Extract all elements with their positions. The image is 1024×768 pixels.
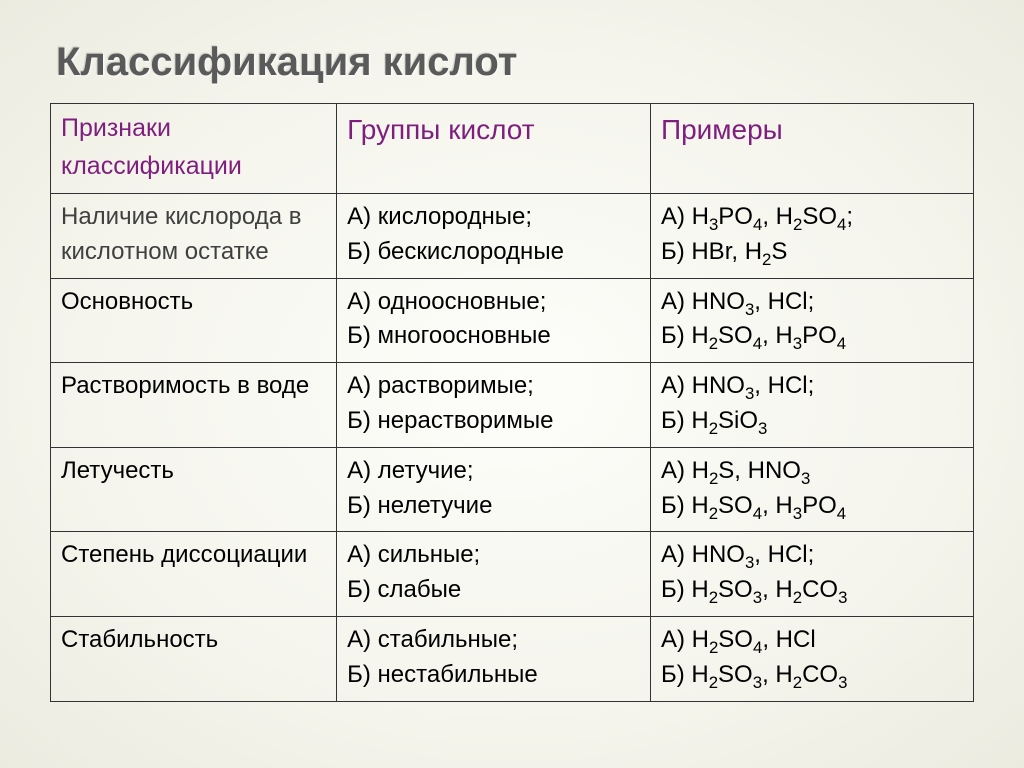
groups-cell: А) кислородные; Б) бескислородные xyxy=(337,194,651,279)
example-b: Б) H2SO4, H3PO4 xyxy=(661,319,963,354)
table-row: Основность А) одноосновные; Б) многоосно… xyxy=(51,278,974,363)
criteria-cell: Летучесть xyxy=(51,447,337,532)
example-a: А) H2SO4, HCl xyxy=(661,623,963,658)
example-a: А) HNO3, HCl; xyxy=(661,285,963,320)
table-header-row: Признаки классификации Группы кислот При… xyxy=(51,104,974,194)
group-b: Б) слабые xyxy=(347,573,640,608)
group-b: Б) бескислородные xyxy=(347,235,640,270)
group-a: А) летучие; xyxy=(347,454,640,489)
examples-cell: А) HNO3, HCl; Б) H2SiO3 xyxy=(650,363,973,448)
table-row: Стабильность А) стабильные; Б) нестабиль… xyxy=(51,616,974,701)
examples-cell: А) HNO3, HCl; Б) H2SO3, H2CO3 xyxy=(650,532,973,617)
example-a: А) H2S, HNO3 xyxy=(661,454,963,489)
table-row: Степень диссоциации А) сильные; Б) слабы… xyxy=(51,532,974,617)
example-b: Б) HBr, H2S xyxy=(661,235,963,270)
examples-cell: А) H2SO4, HCl Б) H2SO3, H2CO3 xyxy=(650,616,973,701)
header-criteria: Признаки классификации xyxy=(51,104,337,194)
criteria-cell: Основность xyxy=(51,278,337,363)
example-a: А) HNO3, HCl; xyxy=(661,538,963,573)
criteria-cell: Растворимость в воде xyxy=(51,363,337,448)
group-a: А) растворимые; xyxy=(347,369,640,404)
group-a: А) стабильные; xyxy=(347,623,640,658)
group-a: А) одноосновные; xyxy=(347,285,640,320)
groups-cell: А) сильные; Б) слабые xyxy=(337,532,651,617)
examples-cell: А) H2S, HNO3 Б) H2SO4, H3PO4 xyxy=(650,447,973,532)
example-b: Б) H2SO3, H2CO3 xyxy=(661,573,963,608)
header-groups: Группы кислот xyxy=(337,104,651,194)
group-a: А) кислородные; xyxy=(347,200,640,235)
group-b: Б) нестабильные xyxy=(347,658,640,693)
example-a: А) HNO3, HCl; xyxy=(661,369,963,404)
groups-cell: А) одноосновные; Б) многоосновные xyxy=(337,278,651,363)
table-row: Летучесть А) летучие; Б) нелетучие А) H2… xyxy=(51,447,974,532)
slide-title: Классификация кислот xyxy=(50,40,974,85)
group-b: Б) нелетучие xyxy=(347,489,640,524)
header-examples: Примеры xyxy=(650,104,973,194)
group-b: Б) нерастворимые xyxy=(347,404,640,439)
table-row: Наличие кислорода в кислотном остатке А)… xyxy=(51,194,974,279)
example-b: Б) H2SO3, H2CO3 xyxy=(661,658,963,693)
groups-cell: А) летучие; Б) нелетучие xyxy=(337,447,651,532)
examples-cell: А) HNO3, HCl; Б) H2SO4, H3PO4 xyxy=(650,278,973,363)
table-row: Растворимость в воде А) растворимые; Б) … xyxy=(51,363,974,448)
example-a: А) H3PO4, H2SO4; xyxy=(661,200,963,235)
example-b: Б) H2SiO3 xyxy=(661,404,963,439)
criteria-cell: Стабильность xyxy=(51,616,337,701)
examples-cell: А) H3PO4, H2SO4; Б) HBr, H2S xyxy=(650,194,973,279)
example-b: Б) H2SO4, H3PO4 xyxy=(661,489,963,524)
group-b: Б) многоосновные xyxy=(347,319,640,354)
classification-table: Признаки классификации Группы кислот При… xyxy=(50,103,974,702)
criteria-cell: Наличие кислорода в кислотном остатке xyxy=(51,194,337,279)
groups-cell: А) стабильные; Б) нестабильные xyxy=(337,616,651,701)
criteria-cell: Степень диссоциации xyxy=(51,532,337,617)
groups-cell: А) растворимые; Б) нерастворимые xyxy=(337,363,651,448)
group-a: А) сильные; xyxy=(347,538,640,573)
